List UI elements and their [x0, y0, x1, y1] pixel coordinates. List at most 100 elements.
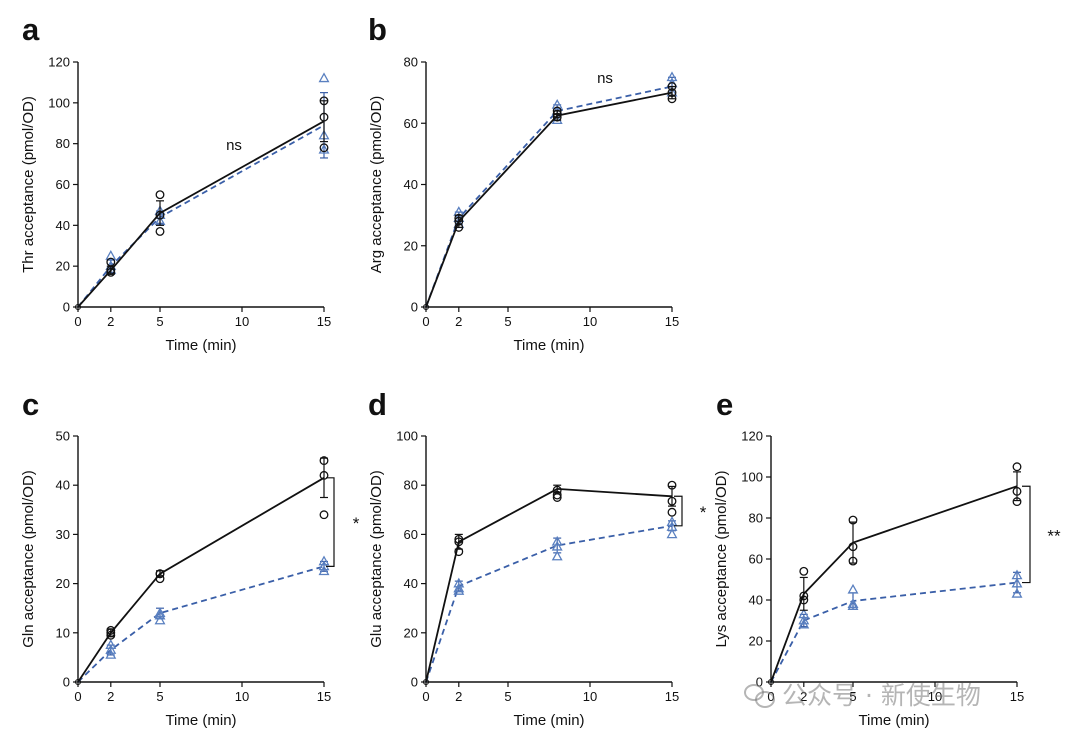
- series-solid-black: [770, 462, 1022, 683]
- series-dashed-blue: [77, 72, 330, 308]
- series-solid-black: [77, 456, 329, 683]
- x-tick-label: 15: [665, 689, 679, 704]
- data-point-circle: [848, 515, 858, 525]
- x-tick-label: 10: [235, 314, 249, 329]
- x-axis-title: Time (min): [165, 337, 236, 354]
- x-tick-label: 15: [1010, 689, 1024, 704]
- series-dashed-blue: [77, 555, 330, 683]
- x-tick-label: 10: [583, 314, 597, 329]
- data-point-circle: [319, 112, 329, 122]
- data-point-circle: [454, 537, 464, 547]
- panel-letter: e: [716, 387, 733, 422]
- data-point-circle: [552, 490, 562, 500]
- data-point-circle: [799, 566, 809, 576]
- y-tick-label: 80: [404, 478, 418, 493]
- data-point-triangle: [847, 598, 859, 608]
- data-point-triangle: [318, 555, 330, 566]
- y-tick-label: 0: [756, 675, 763, 690]
- y-tick-label: 40: [749, 593, 763, 608]
- data-point-circle: [799, 595, 809, 605]
- panel-letter: a: [22, 12, 40, 47]
- bracket-line: [1022, 485, 1031, 584]
- data-point-triangle: [1011, 577, 1023, 588]
- panel-letter: d: [368, 387, 387, 422]
- y-tick-label: 20: [56, 576, 70, 591]
- significance-bracket: **: [1022, 485, 1061, 584]
- significance-bracket: *: [326, 477, 360, 567]
- x-tick-label: 0: [422, 314, 429, 329]
- x-axis-title: Time (min): [858, 712, 929, 729]
- data-point-triangle: [666, 528, 678, 539]
- series-line: [425, 85, 673, 308]
- data-point-triangle: [105, 649, 117, 659]
- y-tick-label: 0: [411, 675, 418, 690]
- y-tick-label: 20: [749, 634, 763, 649]
- y-axis-title: Glu acceptance (pmol/OD): [368, 470, 385, 648]
- series-solid-black: [425, 82, 677, 308]
- series-line: [770, 485, 1018, 683]
- data-point-circle: [106, 625, 116, 635]
- y-axis-title: Arg acceptance (pmol/OD): [368, 96, 385, 274]
- y-tick-label: 50: [56, 429, 70, 444]
- y-tick-label: 100: [396, 429, 418, 444]
- bracket-line: [674, 495, 683, 527]
- data-point-circle: [454, 222, 464, 232]
- series-dashed-blue: [425, 71, 678, 308]
- y-tick-label: 0: [411, 300, 418, 315]
- watermark: 公众号 · 新使生物: [744, 676, 1074, 712]
- data-point-triangle: [551, 540, 563, 551]
- data-point-triangle: [105, 644, 117, 654]
- data-point-triangle: [318, 72, 330, 83]
- data-point-circle: [106, 630, 116, 640]
- series-line: [77, 120, 325, 308]
- panel-a: a 0 2 5 10 15 0 20 40 60 80 100 120 Time (min) Thr acc…: [20, 12, 331, 354]
- x-tick-label: 2: [800, 689, 807, 704]
- y-axis-title: Lys acceptance (pmol/OD): [713, 470, 730, 647]
- data-point-triangle: [551, 535, 563, 546]
- data-point-circle: [552, 485, 562, 495]
- y-tick-label: 40: [56, 478, 70, 493]
- series-solid-black: [77, 96, 329, 308]
- data-point-circle: [454, 547, 464, 557]
- origin-point: [422, 678, 430, 686]
- y-tick-label: 40: [404, 177, 418, 192]
- origin-point: [767, 678, 775, 686]
- data-point-triangle: [551, 550, 563, 561]
- data-point-triangle: [318, 560, 330, 571]
- y-tick-label: 10: [56, 625, 70, 640]
- x-tick-label: 2: [455, 314, 462, 329]
- x-tick-label: 0: [74, 314, 81, 329]
- series-dashed-blue: [770, 569, 1023, 683]
- series-line: [77, 565, 325, 683]
- data-point-circle: [667, 507, 677, 517]
- data-point-triangle: [666, 516, 678, 526]
- data-point-triangle: [105, 250, 117, 260]
- significance-label: ns: [597, 70, 613, 87]
- y-tick-label: 80: [404, 55, 418, 70]
- data-point-triangle: [1011, 569, 1023, 580]
- data-point-circle: [319, 470, 329, 480]
- data-point-circle: [552, 112, 562, 122]
- origin-point: [74, 678, 82, 686]
- x-axis-title: Time (min): [513, 337, 584, 354]
- x-tick-label: 10: [235, 689, 249, 704]
- x-tick-label: 5: [849, 689, 856, 704]
- y-tick-label: 20: [404, 238, 418, 253]
- significance-label: *: [353, 514, 360, 533]
- data-point-circle: [155, 227, 165, 236]
- data-point-triangle: [105, 639, 117, 649]
- y-tick-label: 40: [56, 218, 70, 233]
- series-dashed-blue: [425, 516, 678, 683]
- significance-label: *: [700, 503, 707, 522]
- x-tick-label: 2: [107, 314, 114, 329]
- y-tick-label: 80: [749, 511, 763, 526]
- panel-d: d 0 2 5 10 15 0 20 40 60 80 100 Time (min) Glu accept…: [368, 387, 707, 729]
- x-tick-label: 5: [156, 689, 163, 704]
- x-tick-label: 2: [455, 689, 462, 704]
- data-point-triangle: [551, 98, 563, 109]
- y-tick-label: 0: [63, 300, 70, 315]
- data-point-triangle: [318, 143, 330, 154]
- y-tick-label: 40: [404, 576, 418, 591]
- data-point-circle: [319, 456, 329, 466]
